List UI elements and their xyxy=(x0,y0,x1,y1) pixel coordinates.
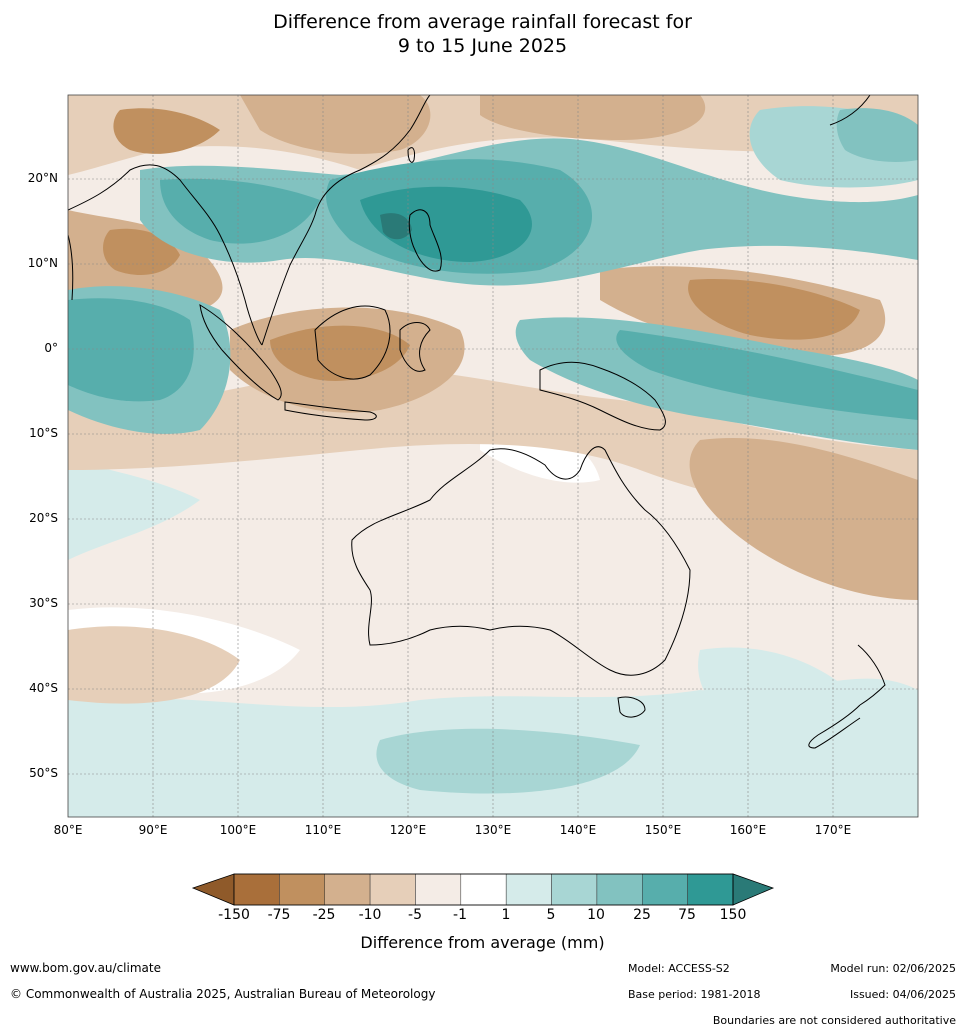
colorbar-tick-label: -75 xyxy=(267,907,291,923)
title-line-1: Difference from average rainfall forecas… xyxy=(273,11,692,33)
website-link[interactable]: www.bom.gov.au/climate xyxy=(10,961,161,975)
japan-coastline xyxy=(829,95,871,126)
model-name: Model: ACCESS-S2 xyxy=(628,962,730,975)
colorbar-tick-label: 1 xyxy=(501,907,511,923)
colorbar-segment xyxy=(415,873,462,906)
philippines-coastline xyxy=(408,209,442,272)
lat-label-20n: 20°N xyxy=(27,171,58,185)
lon-label-160e: 160°E xyxy=(729,823,767,837)
lon-label-90e: 90°E xyxy=(138,823,168,837)
colorbar-title: Difference from average (mm) xyxy=(360,933,605,952)
australia-coastline xyxy=(351,446,691,676)
colorbar-tick-label: 25 xyxy=(633,907,651,923)
lat-label-30s: 30°S xyxy=(29,596,58,610)
model-run-date: Model run: 02/06/2025 xyxy=(830,962,956,975)
lat-label-20s: 20°S xyxy=(29,511,58,525)
colorbar-segment xyxy=(279,873,325,906)
copyright-text: © Commonwealth of Australia 2025, Austra… xyxy=(10,987,436,1001)
title-line-2: 9 to 15 June 2025 xyxy=(397,35,568,57)
colorbar-extend-high xyxy=(732,873,775,906)
lat-label-50s: 50°S xyxy=(29,766,58,780)
issued-date: Issued: 04/06/2025 xyxy=(849,988,956,1001)
coastlines xyxy=(68,95,886,749)
base-period: Base period: 1981-2018 xyxy=(628,988,761,1001)
colorbar xyxy=(191,873,775,906)
lat-label-0: 0° xyxy=(44,341,58,355)
lon-label-80e: 80°E xyxy=(53,823,83,837)
boundaries-note: Boundaries are not considered authoritat… xyxy=(712,1014,956,1027)
colorbar-tick-label: 5 xyxy=(546,907,556,923)
asia-mainland-coastline xyxy=(68,95,431,346)
sulawesi-coastline xyxy=(399,322,431,372)
map-frame xyxy=(67,94,919,818)
colorbar-segment xyxy=(551,873,598,906)
colorbar-segment xyxy=(642,873,688,906)
colorbar-tick-label: -5 xyxy=(408,907,422,923)
lon-label-170e: 170°E xyxy=(814,823,852,837)
lon-label-120e: 120°E xyxy=(389,823,427,837)
borneo-coastline xyxy=(314,305,391,380)
colorbar-segment xyxy=(369,873,416,906)
colorbar-tick-label: -1 xyxy=(453,907,467,923)
lat-label-10s: 10°S xyxy=(29,426,58,440)
graticule xyxy=(68,95,918,817)
colorbar-tick-label: 75 xyxy=(678,907,696,923)
new-zealand-north xyxy=(857,644,886,706)
colorbar-tick-label: -150 xyxy=(218,907,250,923)
lon-label-130e: 130°E xyxy=(474,823,512,837)
tasmania-coastline xyxy=(617,696,646,718)
sumatra-coastline xyxy=(199,304,282,401)
colorbar-tick-label: 150 xyxy=(719,907,747,923)
new-zealand-south xyxy=(808,704,861,749)
lon-label-110e: 110°E xyxy=(304,823,342,837)
colorbar-segment xyxy=(687,873,734,906)
lat-label-10n: 10°N xyxy=(27,256,58,270)
new-guinea-coastline xyxy=(539,361,666,431)
lon-label-140e: 140°E xyxy=(559,823,597,837)
colorbar-tick-label: -25 xyxy=(312,907,336,923)
colorbar-tick-label: -10 xyxy=(358,907,382,923)
taiwan-coastline xyxy=(407,147,415,163)
colorbar-segment xyxy=(596,873,643,906)
chart-title: Difference from average rainfall forecas… xyxy=(0,10,965,58)
colorbar-tick-label: 10 xyxy=(587,907,605,923)
india-coastline xyxy=(68,234,74,301)
colorbar-segment xyxy=(460,873,507,906)
colorbar-extend-low xyxy=(191,873,235,906)
colorbar-segment xyxy=(233,873,280,906)
colorbar-segment xyxy=(505,873,552,906)
lon-label-150e: 150°E xyxy=(644,823,682,837)
lat-label-40s: 40°S xyxy=(29,681,58,695)
lon-label-100e: 100°E xyxy=(219,823,257,837)
java-coastline xyxy=(284,401,377,421)
colorbar-segment xyxy=(324,873,371,906)
